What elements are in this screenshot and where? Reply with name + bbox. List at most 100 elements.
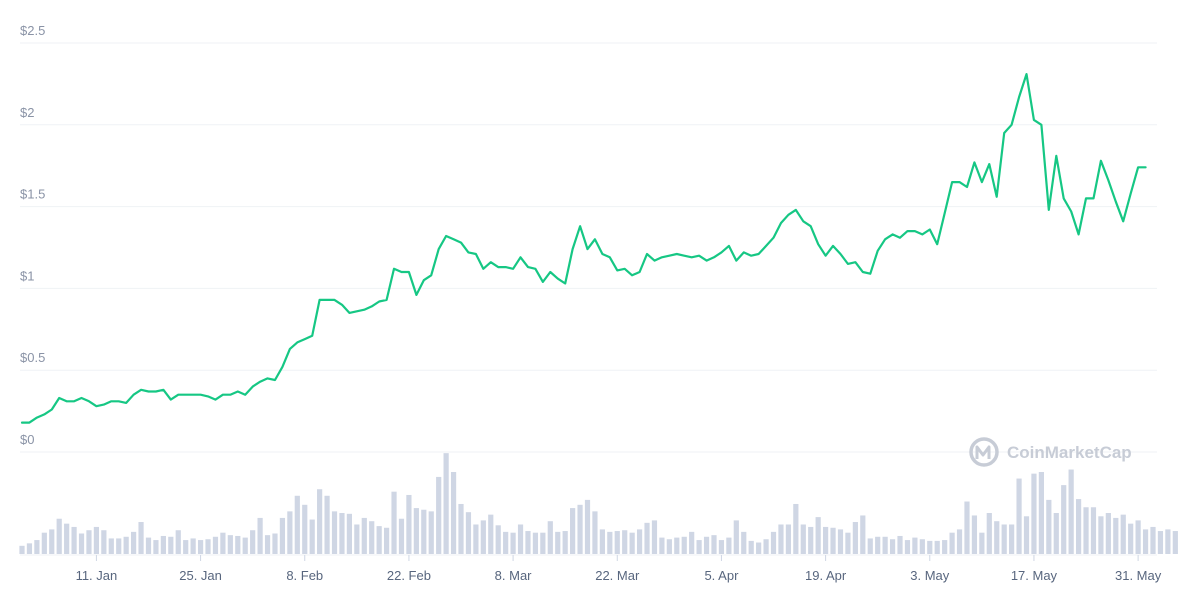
y-tick-label: $2.5 — [20, 23, 45, 38]
volume-bar — [733, 520, 739, 554]
volume-bar — [860, 515, 866, 554]
volume-bar — [160, 535, 166, 554]
volume-bar — [294, 495, 300, 554]
volume-bar — [398, 518, 405, 554]
volume-bar — [41, 532, 47, 554]
volume-bar — [458, 503, 464, 554]
volume-bar — [875, 536, 881, 554]
volume-bar — [436, 476, 442, 554]
volume-bar — [517, 524, 524, 554]
volume-bar — [622, 530, 628, 554]
x-tick-label: 3. May — [910, 568, 950, 583]
volume-bar — [726, 537, 732, 554]
volume-bar — [354, 524, 360, 554]
volume-bar — [175, 530, 181, 554]
volume-bar — [547, 521, 553, 554]
volume-bar — [317, 489, 323, 554]
volume-bar — [205, 539, 211, 554]
volume-bar — [331, 511, 338, 554]
volume-bar — [823, 526, 829, 554]
coinmarketcap-watermark: CoinMarketCap — [969, 437, 1132, 467]
y-tick-label: $1 — [20, 268, 34, 283]
volume-bar — [56, 518, 62, 554]
y-gridlines — [20, 42, 1157, 453]
y-axis-labels: $0 $0.5 $1 $1.5 $2 $2.5 — [20, 23, 45, 447]
volume-bar — [1120, 514, 1126, 554]
volume-bar — [636, 529, 643, 554]
volume-bar — [674, 537, 680, 554]
volume-bar — [339, 513, 345, 554]
volume-bar — [1001, 524, 1007, 554]
volume-bar — [1113, 517, 1119, 554]
volume-bar — [242, 537, 248, 554]
volume-bar — [949, 532, 955, 554]
volume-bar — [93, 526, 100, 554]
volume-bar — [369, 521, 375, 554]
volume-bar — [711, 535, 717, 554]
volume-bar — [1016, 478, 1022, 554]
x-axis-ticks — [95, 555, 1139, 561]
volume-bar — [555, 531, 561, 554]
volume-bar — [703, 536, 710, 554]
x-tick-label: 25. Jan — [179, 568, 222, 583]
volume-bar — [190, 538, 196, 554]
volume-bar — [800, 524, 806, 554]
x-tick-label: 8. Mar — [495, 568, 533, 583]
volume-bar — [964, 501, 970, 554]
volume-bar — [830, 527, 836, 554]
watermark-text: CoinMarketCap — [1007, 443, 1132, 462]
volume-bar — [361, 517, 367, 554]
volume-bar — [659, 537, 665, 554]
volume-bar — [599, 529, 605, 554]
y-tick-label: $0.5 — [20, 350, 45, 365]
volume-bar — [383, 527, 390, 554]
volume-bar — [220, 532, 226, 554]
volume-bar — [867, 538, 873, 554]
volume-bar — [748, 540, 754, 554]
volume-bar — [212, 536, 219, 554]
volume-bar — [934, 540, 940, 554]
volume-bar — [1142, 529, 1149, 554]
volume-bar — [562, 531, 568, 554]
volume-bar — [971, 515, 978, 554]
volume-bar — [666, 539, 672, 554]
volume-bar — [718, 540, 725, 554]
volume-bar — [250, 530, 256, 554]
volume-bar — [681, 536, 687, 554]
volume-bar — [986, 513, 992, 554]
volume-bar — [145, 537, 152, 554]
volume-bar — [1090, 507, 1097, 554]
volume-bar — [793, 503, 799, 554]
volume-bar — [1046, 499, 1052, 554]
volume-bar — [443, 453, 449, 554]
volume-bar — [287, 511, 293, 554]
volume-bar — [302, 504, 308, 554]
coinmarketcap-logo-icon — [969, 437, 999, 467]
volume-bar — [1150, 526, 1156, 554]
y-tick-label: $2 — [20, 105, 34, 120]
volume-bar — [651, 520, 658, 554]
volume-bar — [391, 491, 397, 554]
volume-bar — [837, 529, 844, 554]
volume-bar — [197, 540, 204, 554]
volume-bar — [510, 532, 516, 554]
volume-bar — [309, 519, 315, 554]
volume-bar — [272, 533, 278, 554]
volume-bar — [1157, 531, 1164, 554]
volume-bar — [770, 531, 777, 554]
volume-bar — [108, 538, 114, 554]
volume-bar — [570, 508, 576, 554]
volume-bar — [49, 529, 55, 554]
volume-bar — [525, 531, 531, 554]
volume-bar — [1038, 472, 1044, 554]
volume-bar — [577, 504, 583, 554]
volume-bar — [763, 539, 769, 554]
volume-bar — [644, 522, 650, 554]
volume-bar — [503, 531, 509, 554]
x-axis-labels: 11. Jan 25. Jan 8. Feb 22. Feb 8. Mar 22. Mar… — [76, 568, 1162, 583]
volume-bar — [852, 522, 858, 554]
volume-bar — [756, 542, 762, 554]
volume-bar — [413, 508, 419, 554]
volume-bar — [956, 529, 963, 554]
volume-bar — [324, 495, 330, 554]
